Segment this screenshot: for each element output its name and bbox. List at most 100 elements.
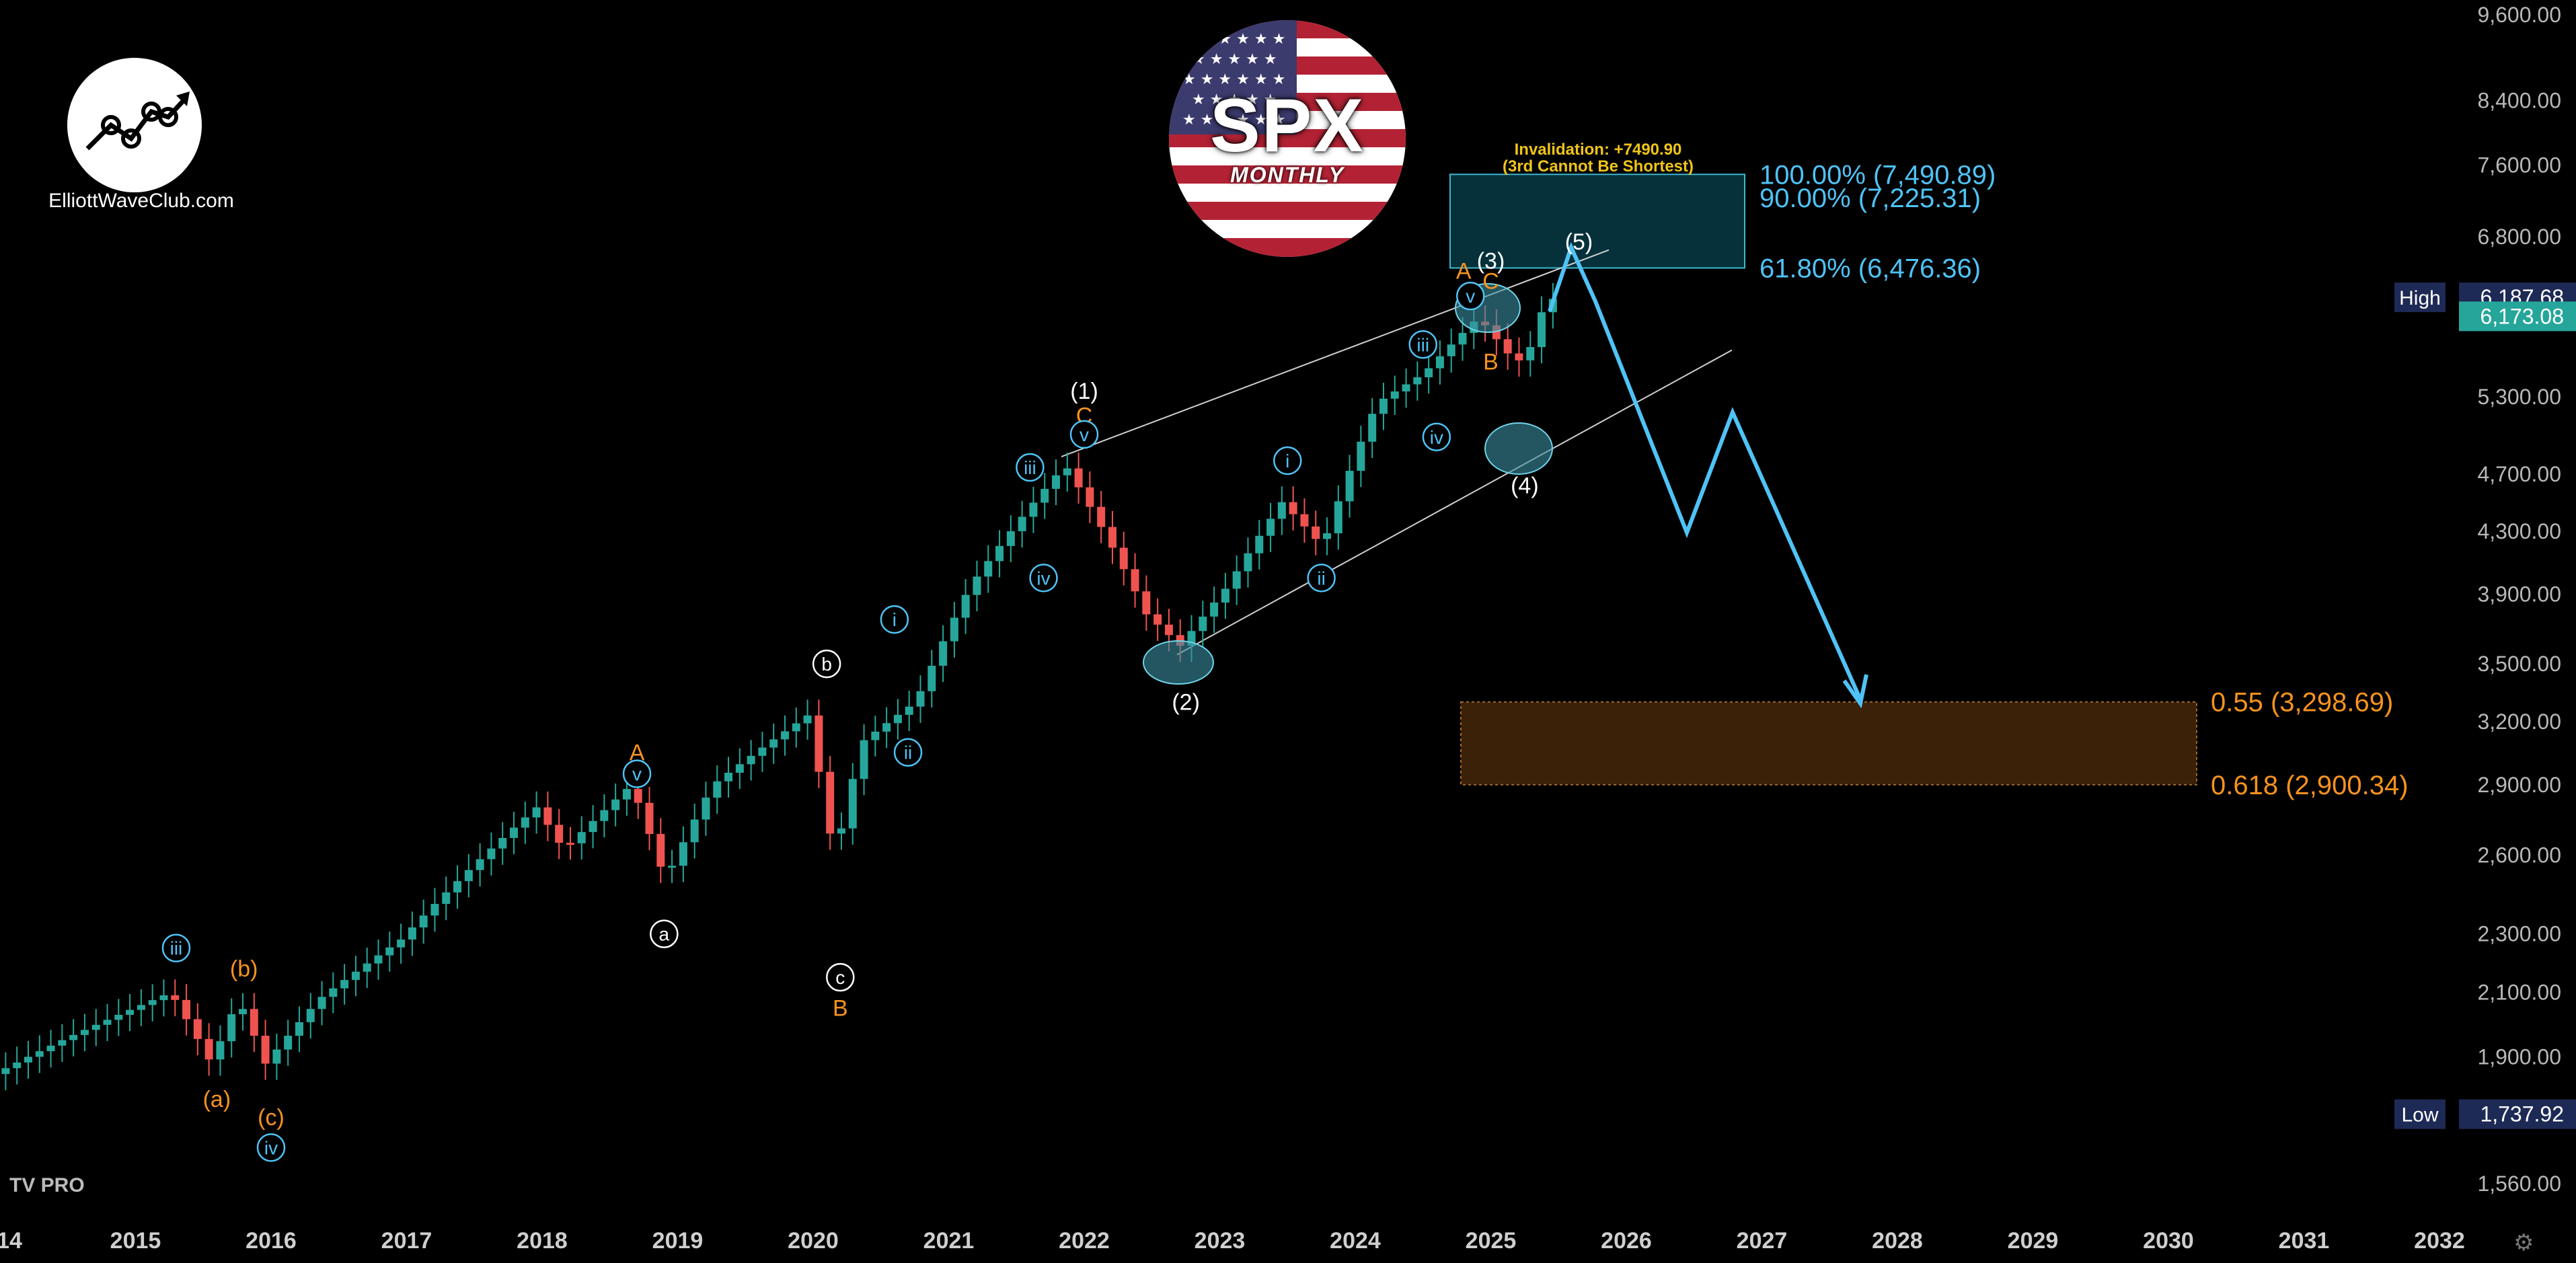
fib-level-label: 0.618 (2,900.34) [2211, 771, 2409, 800]
wave-label-circle [161, 933, 191, 962]
candle-body [1142, 591, 1151, 615]
candle-body [35, 1051, 44, 1057]
candle-body [1255, 535, 1264, 553]
candle-body [792, 723, 800, 732]
price-tag-label: Low [2401, 1104, 2438, 1126]
wave-label-circle [893, 738, 923, 767]
candle-body [397, 940, 406, 948]
y-tick-label: 7,600.00 [2477, 153, 2561, 177]
x-tick-label: 2021 [923, 1228, 975, 1254]
wave-label: (b) [230, 956, 258, 982]
x-tick-label: 2032 [2414, 1228, 2465, 1254]
candle-body [939, 641, 948, 666]
wave-label: (5) [1565, 229, 1593, 255]
wave-label: b [821, 654, 832, 675]
candle-body [1458, 333, 1467, 345]
wave-highlight-ellipse [1484, 422, 1553, 475]
candle-body [566, 843, 574, 845]
wave-label: (2) [1172, 689, 1200, 715]
y-tick-label: 6,800.00 [2477, 225, 2561, 249]
candle-body [1119, 547, 1128, 570]
candle-body [284, 1036, 293, 1050]
candle-body [1368, 414, 1377, 442]
y-tick-label: 4,700.00 [2477, 462, 2561, 486]
candle-body [543, 807, 552, 825]
candle-body [1425, 368, 1433, 378]
site-name: ElliottWaveClub.com [48, 190, 234, 212]
candle-body [815, 715, 823, 772]
candle-body [239, 1009, 248, 1015]
svg-text:★ ★ ★ ★ ★: ★ ★ ★ ★ ★ [1192, 51, 1277, 68]
y-tick-label: 2,300.00 [2477, 922, 2561, 946]
wave-label-circle [1307, 564, 1336, 592]
y-tick-label: 3,200.00 [2477, 710, 2561, 734]
candle-body [419, 915, 428, 928]
candle-body [611, 799, 620, 810]
candle-body [927, 665, 936, 691]
candle-body [453, 881, 462, 892]
candle-body [510, 827, 519, 838]
projection-path [1548, 241, 1862, 701]
wave-label-circle [256, 1133, 286, 1162]
candle-body [340, 980, 349, 989]
candle-body [1402, 384, 1410, 392]
candle-body [182, 999, 191, 1020]
wave-label: iii [1024, 457, 1036, 478]
candle-body [837, 828, 845, 834]
wave-label: ii [1317, 568, 1325, 588]
candle-body [1503, 339, 1512, 354]
y-tick-label: 4,300.00 [2477, 519, 2561, 543]
x-tick-label: 2019 [652, 1228, 704, 1254]
badge-title: SPX [1209, 83, 1365, 167]
wave-label: c [835, 967, 845, 988]
candle-body [713, 781, 722, 798]
candle-body [1052, 475, 1061, 489]
candle-body [871, 731, 880, 740]
invalidation-label: Invalidation: +7490.90 [1515, 141, 1682, 159]
candle-body [1199, 616, 1207, 632]
candle-body [385, 947, 394, 956]
candle-body [668, 866, 677, 868]
wave-label: A [1456, 258, 1472, 284]
candle-body [577, 832, 586, 843]
y-tick-label: 2,100.00 [2477, 981, 2561, 1005]
wave-label-circle [1408, 330, 1437, 359]
gear-icon[interactable]: ⚙ [2513, 1230, 2534, 1256]
candle-body [1029, 502, 1038, 517]
candle-body [159, 995, 168, 1001]
x-tick-label: 2015 [110, 1228, 161, 1254]
candle-body [204, 1038, 213, 1060]
candle-body [137, 1005, 145, 1010]
y-tick-label: 9,600.00 [2477, 3, 2561, 27]
candle-body [600, 810, 609, 821]
candle-body [747, 755, 755, 765]
candle-body [58, 1040, 67, 1046]
price-tag-value: 6,173.08 [2480, 304, 2564, 328]
wave-label: v [1079, 424, 1089, 445]
candle-body [1390, 391, 1399, 399]
invalidation-note: (3rd Cannot Be Shortest) [1503, 157, 1694, 176]
candle-body [329, 988, 338, 997]
candle-body [679, 842, 687, 866]
candle-body [295, 1022, 303, 1036]
candle-body [430, 903, 439, 916]
wave-label-circle [1456, 281, 1485, 311]
lower-channel-line [1176, 349, 1733, 656]
candle-body [1, 1068, 10, 1074]
candle-body [1413, 377, 1422, 385]
candle-body [1266, 519, 1275, 536]
projection-arrowhead [1842, 674, 1868, 709]
candle-body [860, 740, 868, 779]
candle-body [758, 747, 767, 756]
wave-label: i [893, 609, 897, 630]
candle-body [1232, 571, 1241, 589]
candle-body [1164, 624, 1173, 636]
x-tick-label: 2028 [1872, 1228, 1923, 1254]
candle-body [1323, 533, 1332, 539]
candle-body [735, 764, 744, 773]
x-tick-label: 2027 [1737, 1228, 1788, 1254]
wave-label: (a) [203, 1087, 231, 1112]
candle-body [374, 955, 383, 964]
candle-body [702, 797, 710, 820]
